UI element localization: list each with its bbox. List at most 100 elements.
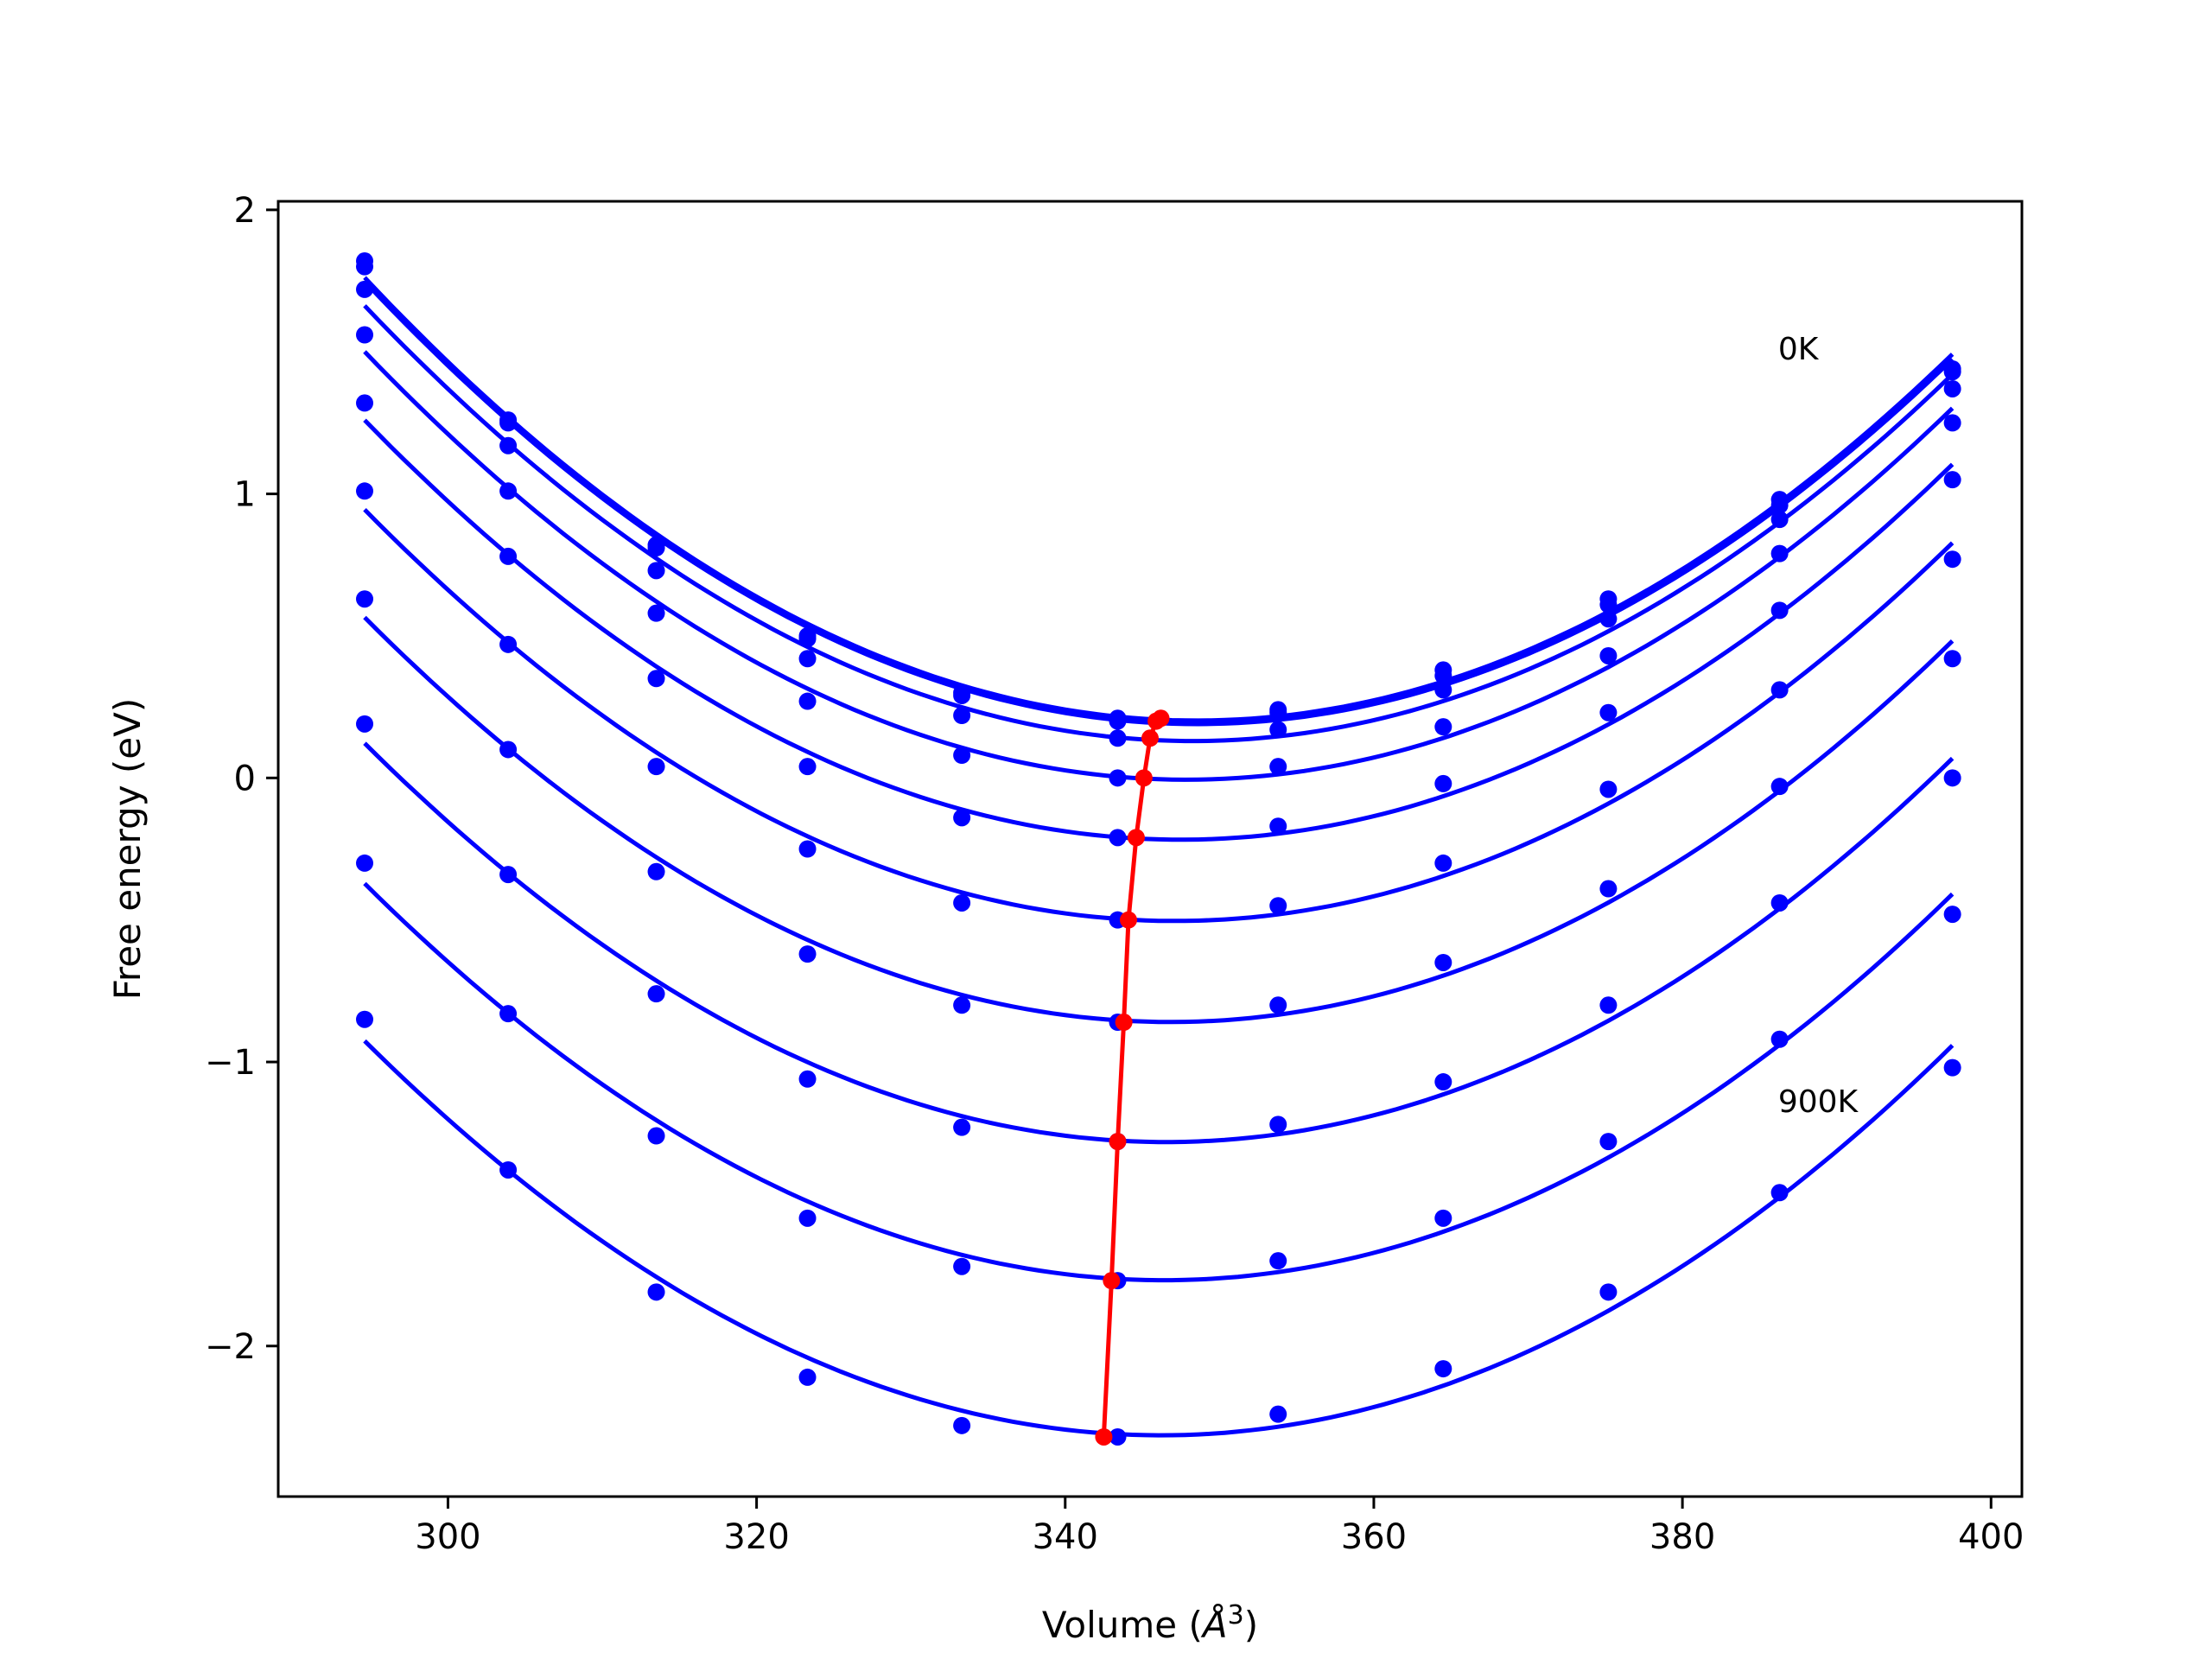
data-point — [1434, 1209, 1452, 1227]
data-point — [1269, 758, 1287, 776]
data-point — [798, 945, 817, 963]
curve-annotation: 0K — [1778, 332, 1820, 367]
data-point — [499, 414, 518, 432]
data-point — [499, 741, 518, 759]
data-point — [1434, 1073, 1452, 1091]
data-point — [1599, 780, 1618, 798]
data-point — [1943, 906, 1961, 924]
data-point — [647, 985, 665, 1003]
plot-frame — [276, 200, 2024, 1498]
data-point — [1770, 544, 1789, 563]
y-axis-title: Free energy (eV) — [106, 698, 149, 1001]
annotations-layer: 0K 900K — [1778, 332, 1859, 1120]
data-point — [953, 809, 971, 827]
data-point — [1599, 646, 1618, 664]
minimum-point — [1141, 729, 1159, 747]
minima-line — [1101, 716, 1162, 1438]
series-line — [363, 615, 1955, 1025]
ticks-layer: 300 320 340 360 380 400 2 1 0 −1 −2 — [205, 191, 2024, 1557]
data-point — [499, 436, 518, 454]
y-tick-label: 1 — [234, 475, 256, 515]
data-point — [356, 326, 374, 344]
data-point — [647, 1127, 665, 1145]
data-point — [499, 1160, 518, 1179]
series-line — [363, 350, 1955, 782]
minimum-point — [1147, 712, 1166, 730]
data-point — [953, 747, 971, 765]
data-point — [1599, 595, 1618, 613]
y-tick-label: −1 — [205, 1043, 256, 1083]
x-tick-label: 320 — [723, 1517, 789, 1557]
data-point — [1109, 769, 1127, 787]
data-point — [798, 840, 817, 858]
data-point — [1434, 774, 1452, 792]
data-point — [1269, 721, 1287, 739]
data-point — [1770, 893, 1789, 912]
series-line — [363, 1039, 1955, 1438]
data-point — [1770, 1030, 1789, 1048]
data-point — [1943, 471, 1961, 489]
minima-layer — [1095, 709, 1170, 1446]
data-point — [798, 1368, 817, 1386]
series-line — [363, 741, 1955, 1145]
minimum-point — [1103, 1272, 1121, 1290]
data-point — [953, 893, 971, 912]
data-point — [1770, 496, 1789, 514]
data-point — [356, 854, 374, 872]
data-point — [798, 758, 817, 776]
series-line — [363, 508, 1955, 924]
data-point — [798, 650, 817, 668]
x-tick-label: 340 — [1033, 1517, 1098, 1557]
data-point — [647, 604, 665, 622]
series-line — [363, 881, 1955, 1283]
data-point — [953, 1257, 971, 1275]
data-point — [647, 758, 665, 776]
data-point — [1599, 703, 1618, 721]
data-point — [1943, 769, 1961, 787]
data-point — [647, 562, 665, 580]
data-point — [647, 539, 665, 557]
data-point — [1943, 379, 1961, 397]
data-point — [1599, 610, 1618, 628]
data-point — [1269, 1116, 1287, 1134]
data-point — [953, 706, 971, 724]
x-tick-label: 380 — [1649, 1517, 1715, 1557]
data-point — [798, 692, 817, 710]
data-point — [1770, 1184, 1789, 1202]
data-point — [356, 590, 374, 608]
data-point — [499, 547, 518, 565]
x-tick-label: 400 — [1958, 1517, 2024, 1557]
data-point — [647, 862, 665, 880]
data-point — [356, 1010, 374, 1028]
y-tick-label: 2 — [234, 191, 256, 231]
data-point — [1269, 703, 1287, 721]
data-point — [1943, 414, 1961, 432]
data-point — [647, 670, 665, 688]
data-point — [356, 280, 374, 298]
data-point — [1770, 681, 1789, 699]
data-point — [798, 1209, 817, 1227]
curves-layer — [356, 252, 1961, 1446]
y-tick-label: 0 — [234, 759, 256, 798]
data-point — [1599, 996, 1618, 1014]
minimum-point — [1135, 769, 1153, 787]
data-point — [1434, 718, 1452, 736]
data-point — [1269, 1252, 1287, 1270]
data-point — [1943, 1058, 1961, 1077]
minimum-point — [1119, 911, 1137, 929]
data-point — [1434, 953, 1452, 971]
x-tick-label: 300 — [415, 1517, 480, 1557]
y-tick-label: −2 — [205, 1327, 256, 1367]
minimum-point — [1109, 1133, 1127, 1151]
series-line — [363, 418, 1955, 842]
data-point — [499, 1005, 518, 1023]
data-point — [356, 257, 374, 276]
data-point — [953, 1416, 971, 1434]
data-point — [1434, 681, 1452, 699]
data-point — [1599, 880, 1618, 898]
x-tick-label: 360 — [1341, 1517, 1407, 1557]
data-point — [1269, 817, 1287, 836]
data-point — [1434, 666, 1452, 684]
series-line — [363, 304, 1955, 744]
